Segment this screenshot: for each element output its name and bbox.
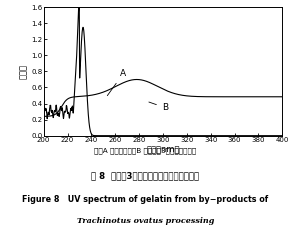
Text: B: B bbox=[149, 102, 168, 112]
Text: A: A bbox=[107, 69, 126, 96]
Text: 注：A 为市售明胶，B 为卵形鲧3加工副产物明胶: 注：A 为市售明胶，B 为卵形鲧3加工副产物明胶 bbox=[94, 148, 197, 154]
Text: 图 8  卵形鲧3加工副产物明胶的紫外光谱图: 图 8 卵形鲧3加工副产物明胶的紫外光谱图 bbox=[91, 171, 200, 180]
Text: Trachinotus ovatus processing: Trachinotus ovatus processing bbox=[77, 217, 214, 225]
Text: Figure 8   UV spectrum of gelatin from by−products of: Figure 8 UV spectrum of gelatin from by−… bbox=[22, 195, 269, 204]
Y-axis label: 吸光度: 吸光度 bbox=[19, 64, 28, 79]
X-axis label: 波长（nm）: 波长（nm） bbox=[146, 146, 180, 155]
